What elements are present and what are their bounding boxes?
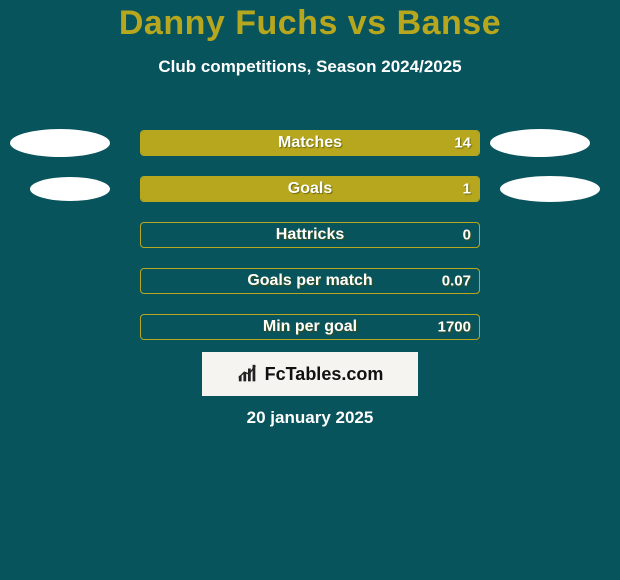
stat-row: Goals per match 0.07 [0,258,620,304]
stat-label: Goals per match [247,272,372,290]
stat-row: Min per goal 1700 [0,304,620,350]
stat-row: Matches 14 [0,120,620,166]
stat-bar: Min per goal 1700 [140,314,480,340]
stat-label: Goals [288,180,332,198]
stat-label: Hattricks [276,226,344,244]
comparison-chart: Matches 14 Goals 1 Hattricks 0 Goals per match… [0,120,620,350]
stat-value: 14 [454,135,471,152]
stat-bar: Goals 1 [140,176,480,202]
stat-bar: Matches 14 [140,130,480,156]
stat-row: Hattricks 0 [0,212,620,258]
stat-row: Goals 1 [0,166,620,212]
bar-chart-icon [237,363,259,385]
page-title: Danny Fuchs vs Banse [0,0,620,43]
stat-value: 0.07 [442,273,471,290]
right-player-marker [500,176,600,202]
stat-bar: Hattricks 0 [140,222,480,248]
left-player-marker [30,177,110,201]
stat-value: 1700 [438,319,471,336]
right-player-marker [490,129,590,157]
stat-bar: Goals per match 0.07 [140,268,480,294]
left-player-marker [10,129,110,157]
stat-label: Min per goal [263,318,357,336]
stat-value: 0 [463,227,471,244]
stat-label: Matches [278,134,342,152]
logo-box: FcTables.com [202,352,418,396]
logo-text: FcTables.com [265,364,384,385]
page-subtitle: Club competitions, Season 2024/2025 [0,57,620,77]
date-label: 20 january 2025 [0,408,620,428]
stat-value: 1 [463,181,471,198]
